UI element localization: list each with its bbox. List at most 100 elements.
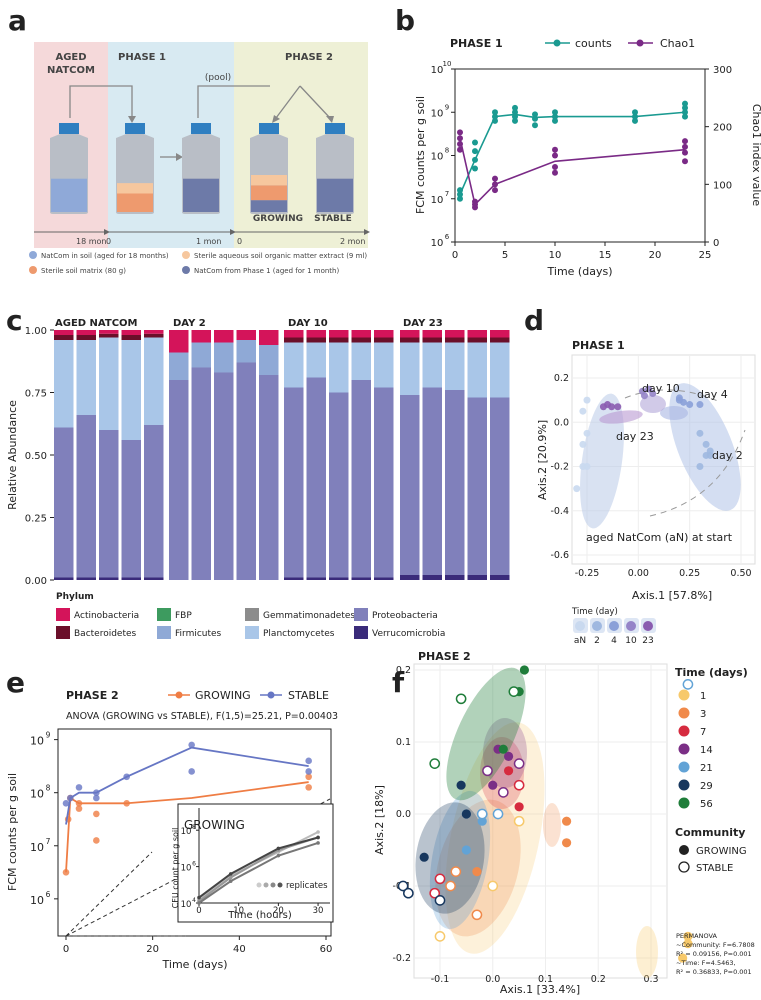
- bar-segment-bacteroidetes: [374, 337, 394, 343]
- panel-b-legend: counts Chao1: [545, 37, 695, 50]
- b-xtick-label-25: 25: [699, 250, 712, 261]
- replicate-dot-3: [270, 882, 276, 888]
- f-legend-dot-day-21: [678, 761, 690, 773]
- panel-c-ylabel: Relative Abundance: [6, 400, 19, 510]
- bar-segment-verrucomicrobia: [144, 577, 164, 580]
- panel-d-ylabel: Axis.2 [20.9%]: [536, 420, 549, 500]
- bar-segment-proteobacteria: [329, 392, 349, 578]
- d-point-day-2: [702, 440, 710, 448]
- panel-f-xlabel: Axis.1 [33.4%]: [500, 983, 580, 996]
- f-point-stable-day-29: [434, 895, 446, 906]
- d-point-day-10: [640, 392, 648, 400]
- annotation-aged-start: aged NatCom (aN) at start: [586, 531, 733, 544]
- d-point-day-aN: [573, 485, 581, 493]
- ellipse-day56: [446, 667, 526, 801]
- legend-swatch-verrucomicrobia: [354, 626, 368, 639]
- f-point-growing-day-14: [503, 751, 514, 762]
- inset-ytick-exp-1: 6: [192, 861, 196, 868]
- f-legend-label-day-56: 56: [700, 799, 713, 810]
- b-ytick-right-label-100: 100: [713, 180, 732, 191]
- permanova-line-2: ~Community: F=6.7808: [676, 941, 755, 949]
- legend-label-planctomycetes: Planctomycetes: [263, 629, 335, 639]
- inset-xtick-label-0: 0: [196, 906, 201, 916]
- chao1-point: [457, 140, 463, 147]
- chao1-point: [682, 158, 688, 165]
- arrow-heads: [128, 115, 334, 161]
- panel-b: b PHASE 1 counts Chao1 0 5 10 15 20 251061071…: [395, 4, 761, 278]
- bar-segment-planctomycetes: [54, 340, 74, 428]
- counts-point: [492, 109, 498, 116]
- d-point-day-aN: [579, 440, 587, 448]
- e-point-stable: [62, 800, 70, 807]
- f-point-growing-day-29: [461, 809, 471, 819]
- panel-e: e PHASE 2 GROWING STABLE ANOVA (GROWING …: [6, 666, 338, 971]
- d-point-day-4: [686, 401, 694, 409]
- d-legend-dot-23: [643, 621, 653, 631]
- inset-xlabel: Time (hours): [227, 910, 292, 921]
- legend-label-extract: Sterile aqueous soil organic matter extr…: [194, 252, 367, 260]
- legend-label-phase1: NatCom from Phase 1 (aged for 1 month): [194, 267, 339, 275]
- legend-swatch-matrix: [29, 266, 37, 274]
- f-point-stable-day-21: [476, 808, 488, 820]
- f-point-growing-day-29: [419, 852, 429, 862]
- panel-f-legend-title: Time (days): [675, 666, 748, 679]
- bottle-4-layer-3: [251, 175, 287, 186]
- bar-segment-actinobacteria: [121, 330, 141, 335]
- chao1-point: [682, 149, 688, 156]
- permanova-text: PERMANOVA ~Community: F=6.7808 R² = 0.09…: [676, 932, 755, 976]
- aged-header-line2: NATCOM: [47, 65, 95, 76]
- b-ytick-left-exp-1: 7: [445, 190, 449, 198]
- replicate-dot-4: [277, 882, 283, 888]
- e-ytick-label-1: 10: [30, 841, 44, 854]
- bar-segment-actinobacteria: [76, 330, 96, 335]
- b-ytick-right-label-0: 0: [713, 238, 719, 249]
- bar-segment-bacteroidetes: [99, 333, 119, 338]
- bottle-2-layer-1: [117, 193, 153, 212]
- e-ytick-exp-2: 8: [46, 784, 51, 793]
- ellipse-day1-outlier: [636, 926, 658, 978]
- trajectory-arc-top: [624, 389, 721, 403]
- f-point-stable-day-14: [482, 765, 493, 777]
- b-xtick-label-20: 20: [649, 250, 662, 261]
- f-point-stable-day-14: [513, 758, 525, 769]
- bar-segment-verrucomicrobia: [54, 577, 74, 580]
- bottle-2-layer-2: [117, 183, 153, 194]
- phase1-header: PHASE 1: [118, 52, 166, 63]
- f-ytick-label: -0.2: [392, 953, 411, 964]
- bar-segment-verrucomicrobia: [490, 575, 510, 580]
- legend-dot-counts: [553, 39, 561, 47]
- b-ytick-left-label-3: 10: [431, 108, 444, 119]
- counts-series-line: [459, 111, 686, 195]
- d-legend-label-4: 4: [611, 636, 617, 646]
- e-point-stable: [188, 768, 195, 775]
- f-point-growing-day-29: [456, 780, 466, 790]
- d-xtick-label: 0.50: [730, 568, 751, 579]
- panel-f: f PHASE 2 -0.10.00.10.20.30.20.10.0-0.1-…: [373, 650, 755, 996]
- bottle-cap-3: [191, 123, 211, 134]
- bar-segment-actinobacteria: [99, 330, 119, 334]
- counts-point: [492, 113, 498, 120]
- bar-segment-proteobacteria: [214, 372, 234, 580]
- legend-label-stable: STABLE: [288, 689, 329, 702]
- f-point-stable-day-29: [403, 887, 414, 899]
- bar-segment-verrucomicrobia: [400, 575, 420, 580]
- inset-point-replicate-4: [197, 895, 201, 900]
- d-legend-dot-10: [626, 621, 636, 631]
- legend-label-verrucomicrobia: Verrucomicrobia: [372, 629, 445, 639]
- f-point-growing-day-7: [503, 766, 514, 776]
- chao1-point: [457, 135, 463, 142]
- bar-segment-proteobacteria: [121, 440, 141, 578]
- panel-d-letter: d: [524, 304, 544, 337]
- b-ytick-left-label-1: 10: [431, 195, 444, 206]
- bar-segment-planctomycetes: [121, 340, 141, 440]
- legend-label-natcom: NatCom in soil (aged for 18 months): [41, 252, 169, 260]
- panel-c-ticks: 0.00 0.25 0.50 0.75 1.00: [25, 326, 54, 587]
- bar-segment-verrucomicrobia: [374, 577, 394, 580]
- annotation-day2: day 2: [712, 449, 743, 462]
- legend-label-firmicutes: Firmicutes: [175, 629, 222, 639]
- e-point-stable: [93, 789, 100, 796]
- community-stable-marker: [678, 861, 690, 873]
- legend-label-bacteroidetes: Bacteroidetes: [74, 629, 137, 639]
